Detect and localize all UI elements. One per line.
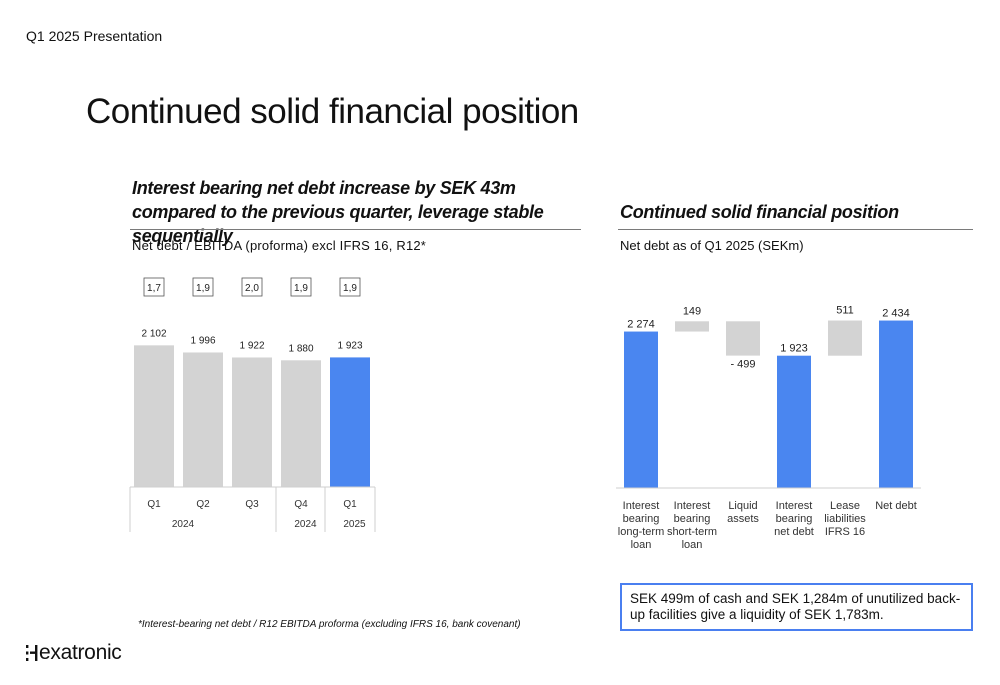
waterfall-category-label: assets <box>727 513 759 525</box>
waterfall-category-label: Interest <box>776 500 813 512</box>
waterfall-value-label: - 499 <box>730 359 755 371</box>
waterfall-category-label: bearing <box>776 513 813 525</box>
waterfall-bar-3 <box>777 355 811 488</box>
year-group-label: 2024 <box>172 519 195 530</box>
waterfall-category-label: loan <box>682 539 703 551</box>
waterfall-category-label: loan <box>631 539 652 551</box>
waterfall-value-label: 511 <box>836 305 854 317</box>
waterfall-bar-1 <box>675 321 709 332</box>
bar-net-debt-3 <box>281 360 321 487</box>
waterfall-bar-4 <box>828 320 862 356</box>
waterfall-bar-2 <box>726 321 760 356</box>
waterfall-category-label: Net debt <box>875 500 917 512</box>
hexatronic-logo-icon <box>26 645 38 661</box>
ratio-label: 1,7 <box>147 283 161 294</box>
liquidity-callout-text: SEK 499m of cash and SEK 1,284m of unuti… <box>630 591 961 622</box>
bar-value-label: 1 880 <box>288 343 313 354</box>
x-tick-label: Q1 <box>147 499 161 510</box>
bar-net-debt-2 <box>232 357 272 487</box>
company-logo-text: exatronic <box>39 641 122 664</box>
left-chart-subtitle: Net debt / EBITDA (proforma) excl IFRS 1… <box>132 238 427 253</box>
company-logo: exatronic <box>26 641 122 665</box>
bar-net-debt-0 <box>134 345 174 487</box>
waterfall-category-label: Interest <box>674 500 711 512</box>
left-chart-heading: Interest bearing net debt increase by SE… <box>132 178 544 246</box>
waterfall-bar-5 <box>879 320 913 488</box>
slide-title: Continued solid financial position <box>86 92 579 131</box>
bar-value-label: 1 923 <box>337 340 362 351</box>
x-tick-label: Q4 <box>294 499 308 510</box>
waterfall-category-label: long-term <box>618 526 664 538</box>
x-tick-label: Q3 <box>245 499 259 510</box>
bar-net-debt-4 <box>330 357 370 487</box>
ratio-box <box>290 277 312 297</box>
footnote: *Interest-bearing net debt / R12 EBITDA … <box>138 619 521 630</box>
waterfall-category-label: short-term <box>667 526 717 538</box>
ratio-box <box>339 277 361 297</box>
year-group-label: 2025 <box>343 519 366 530</box>
bar-net-debt-1 <box>183 352 223 487</box>
waterfall-value-label: 2 434 <box>882 308 910 320</box>
ratio-box <box>192 277 214 297</box>
ratio-label: 1,9 <box>294 283 308 294</box>
bar-value-label: 1 922 <box>239 340 264 351</box>
right-chart-heading: Continued solid financial position <box>620 202 899 222</box>
waterfall-category-label: net debt <box>774 526 814 538</box>
waterfall-category-label: IFRS 16 <box>825 526 865 538</box>
left-heading-divider <box>130 229 581 230</box>
presentation-label: Q1 2025 Presentation <box>26 28 163 44</box>
waterfall-value-label: 2 274 <box>627 319 655 331</box>
ratio-box <box>143 277 165 297</box>
ratio-label: 1,9 <box>343 283 357 294</box>
waterfall-bar-0 <box>624 331 658 488</box>
waterfall-category-label: bearing <box>623 513 660 525</box>
liquidity-callout: SEK 499m of cash and SEK 1,284m of unuti… <box>620 583 973 631</box>
ratio-label: 2,0 <box>245 283 259 294</box>
waterfall-category-label: liabilities <box>824 513 866 525</box>
waterfall-value-label: 149 <box>683 305 701 317</box>
waterfall-category-label: bearing <box>674 513 711 525</box>
year-group-label: 2024 <box>294 519 317 530</box>
waterfall-value-label: 1 923 <box>780 343 808 355</box>
waterfall-category-label: Liquid <box>728 500 757 512</box>
ratio-label: 1,9 <box>196 283 210 294</box>
x-tick-label: Q1 <box>343 499 357 510</box>
right-heading-divider <box>618 229 973 230</box>
bar-value-label: 1 996 <box>190 335 215 346</box>
right-chart-subtitle: Net debt as of Q1 2025 (SEKm) <box>620 238 804 253</box>
ratio-box <box>241 277 263 297</box>
x-tick-label: Q2 <box>196 499 210 510</box>
waterfall-category-label: Lease <box>830 500 860 512</box>
bar-value-label: 2 102 <box>141 328 166 339</box>
waterfall-category-label: Interest <box>623 500 660 512</box>
